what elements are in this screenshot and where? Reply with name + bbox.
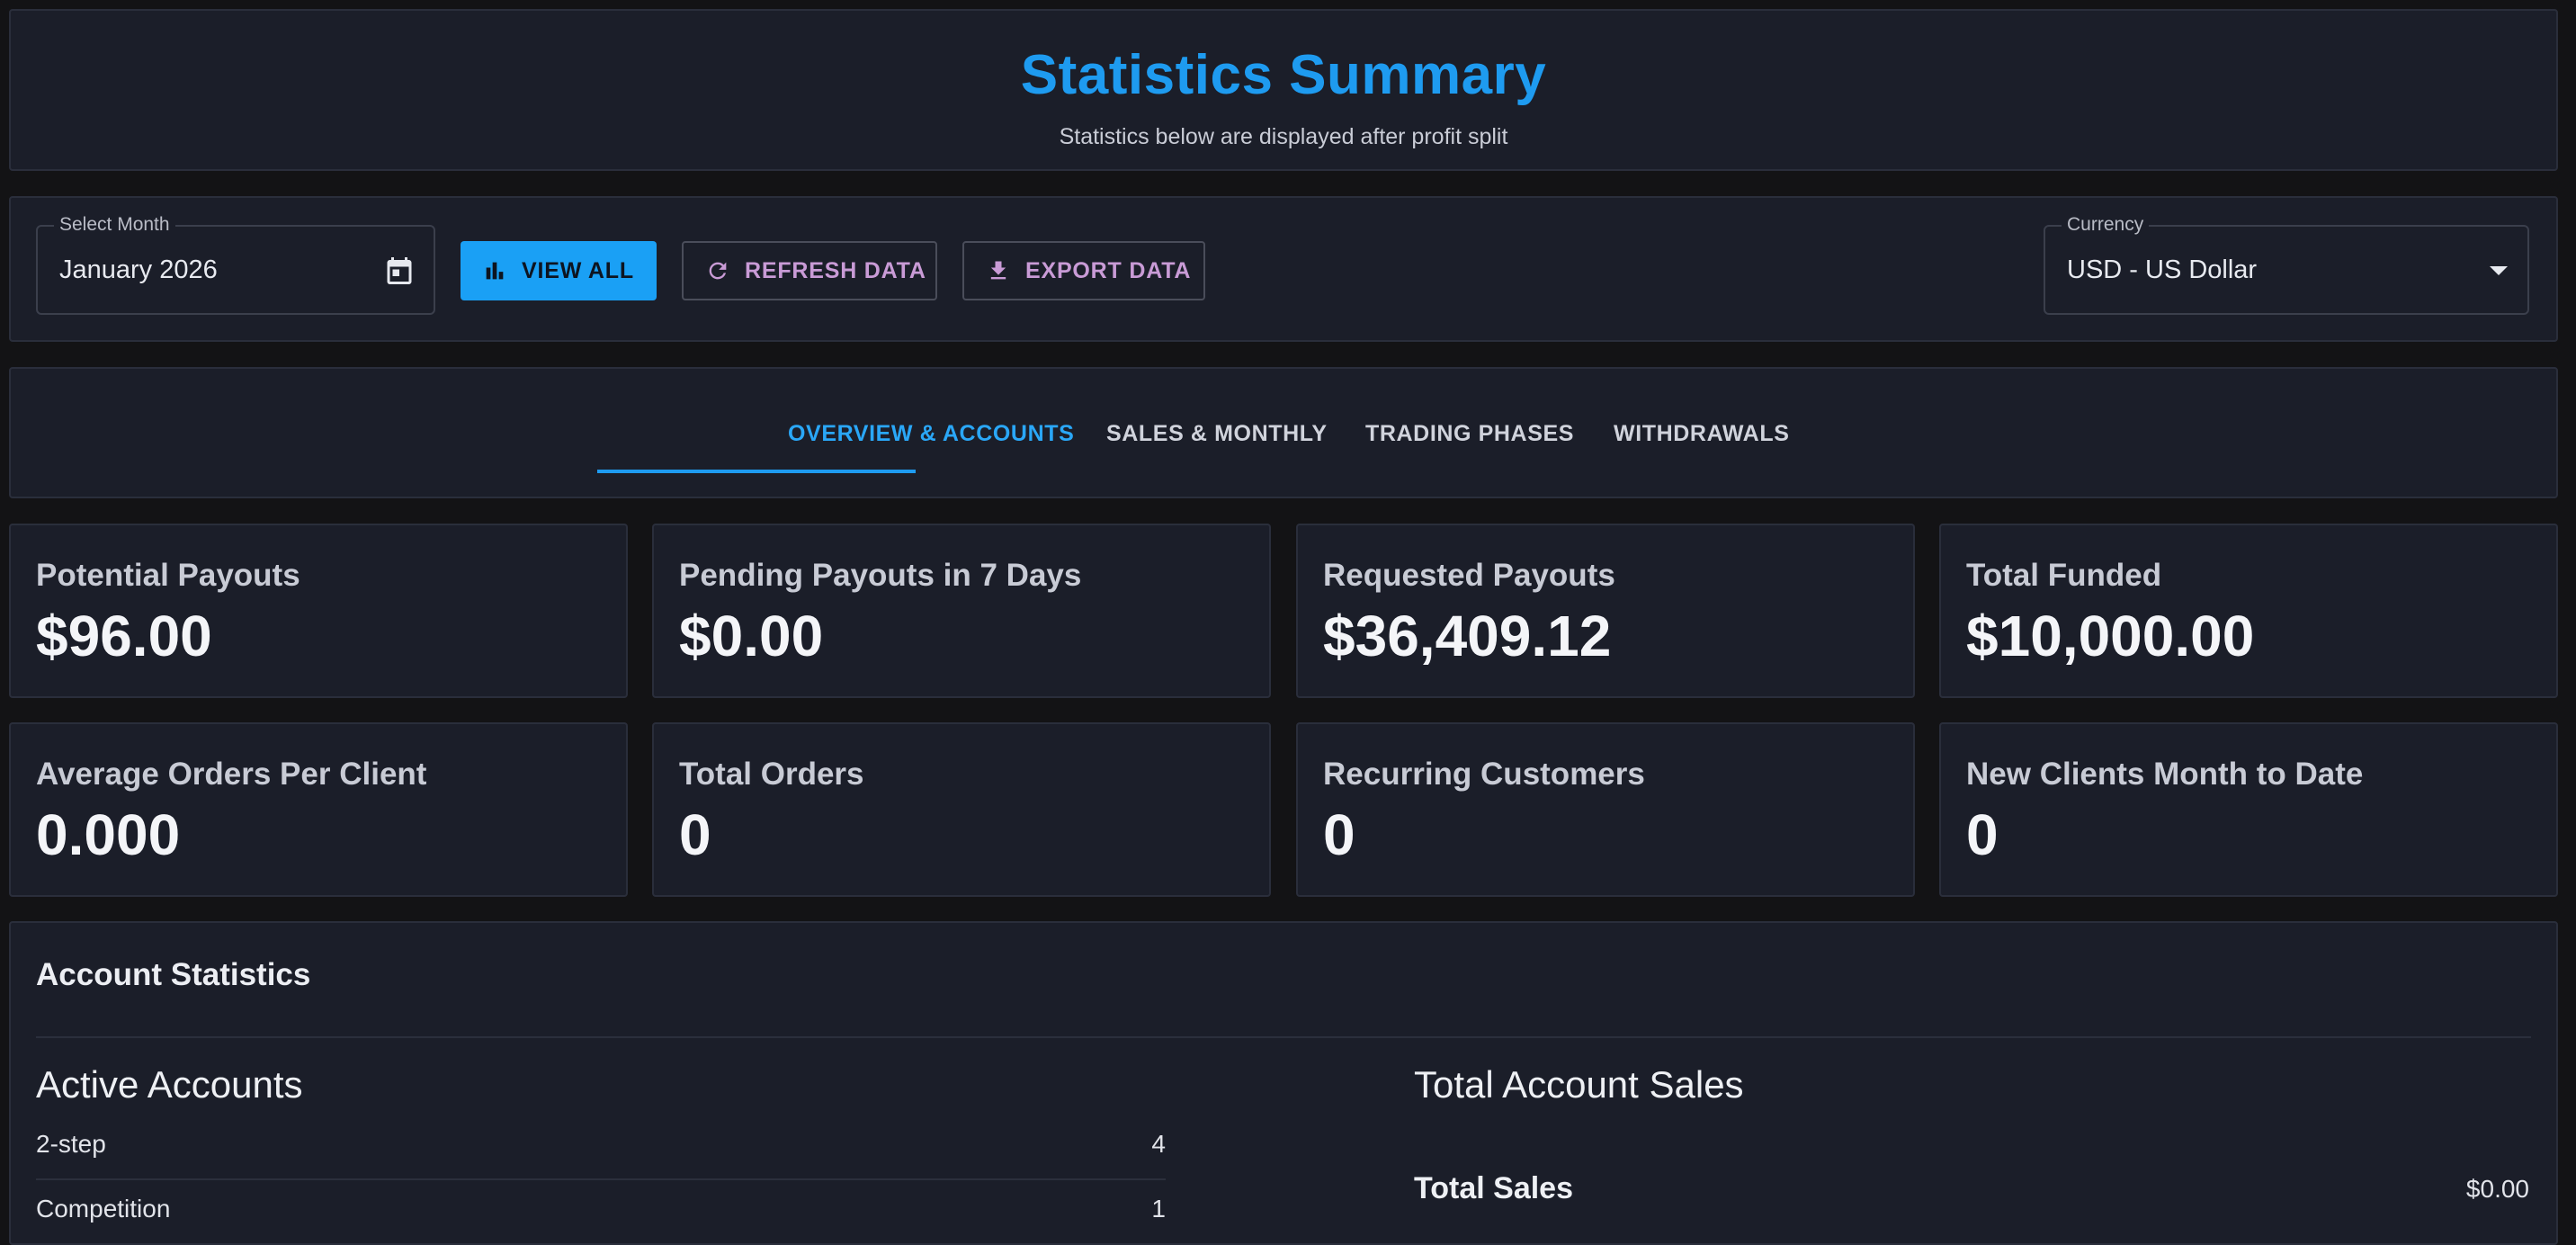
- month-picker[interactable]: Select Month January 2026: [36, 214, 435, 315]
- tab-trading-phases[interactable]: TRADING PHASES: [1365, 421, 1575, 446]
- stat-label: Pending Payouts in 7 Days: [679, 558, 1082, 593]
- active-account-row-value: 1: [1151, 1195, 1166, 1223]
- active-account-row-value: 4: [1151, 1130, 1166, 1158]
- stat-value: $96.00: [36, 604, 212, 668]
- download-icon: [990, 261, 1006, 280]
- export-data-label: EXPORT DATA: [1025, 257, 1192, 283]
- currency-select-value[interactable]: USD - US Dollar: [2067, 255, 2258, 284]
- currency-select[interactable]: Currency USD - US Dollar: [2044, 214, 2529, 315]
- account-statistics-heading: Account Statistics: [36, 957, 311, 992]
- active-account-row-label: Competition: [36, 1195, 171, 1223]
- stat-card-total-orders: Total Orders 0: [652, 722, 1271, 897]
- stat-card-total-funded: Total Funded $10,000.00: [1939, 524, 2558, 698]
- month-picker-value[interactable]: January 2026: [59, 255, 218, 284]
- stat-card-new-clients: New Clients Month to Date 0: [1939, 722, 2558, 897]
- stat-label: Total Orders: [679, 757, 864, 792]
- tab-withdrawals[interactable]: WITHDRAWALS: [1614, 421, 1790, 446]
- refresh-data-label: REFRESH DATA: [745, 257, 926, 283]
- total-sales-value: $0.00: [2465, 1175, 2529, 1203]
- stat-card-potential-payouts: Potential Payouts $96.00: [9, 524, 628, 698]
- refresh-data-button[interactable]: REFRESH DATA: [682, 241, 937, 300]
- calendar-icon[interactable]: [383, 254, 416, 288]
- summary-header: Statistics Summary Statistics below are …: [9, 9, 2558, 171]
- page-subtitle: Statistics below are displayed after pro…: [1059, 124, 1508, 149]
- stat-value: 0.000: [36, 802, 181, 867]
- total-sales-label: Total Sales: [1414, 1171, 1573, 1205]
- account-statistics-panel: Account Statistics Active Accounts 2-ste…: [9, 921, 2558, 1245]
- controls-bar: Select Month January 2026 VIEW ALL REFRE…: [9, 196, 2558, 342]
- stat-card-average-orders: Average Orders Per Client 0.000: [9, 722, 628, 897]
- stat-value: $0.00: [679, 604, 824, 668]
- active-account-row-label: 2-step: [36, 1130, 106, 1158]
- stat-card-recurring-customers: Recurring Customers 0: [1296, 722, 1915, 897]
- total-account-sales-title: Total Account Sales: [1414, 1063, 1744, 1106]
- active-tab-indicator: [597, 470, 916, 473]
- bar-chart-icon: [486, 262, 504, 280]
- page-title: Statistics Summary: [1020, 44, 1547, 106]
- row-divider: [36, 1178, 1166, 1180]
- stat-value: $10,000.00: [1966, 604, 2255, 668]
- stat-label: New Clients Month to Date: [1966, 757, 2364, 792]
- tab-bar: OVERVIEW & ACCOUNTS SALES & MONTHLY TRAD…: [9, 367, 2558, 498]
- stat-card-pending-payouts: Pending Payouts in 7 Days $0.00: [652, 524, 1271, 698]
- month-picker-label: Select Month: [54, 214, 175, 236]
- dropdown-caret-icon[interactable]: [2490, 266, 2508, 275]
- stat-card-requested-payouts: Requested Payouts $36,409.12: [1296, 524, 1915, 698]
- currency-select-label: Currency: [2062, 214, 2150, 236]
- stat-label: Total Funded: [1966, 558, 2162, 593]
- active-accounts-title: Active Accounts: [36, 1063, 303, 1106]
- stat-value: 0: [1323, 802, 1355, 867]
- tab-overview-accounts[interactable]: OVERVIEW & ACCOUNTS: [788, 421, 1075, 446]
- export-data-button[interactable]: EXPORT DATA: [962, 241, 1205, 300]
- stat-label: Requested Payouts: [1323, 558, 1615, 593]
- view-all-button[interactable]: VIEW ALL: [461, 241, 657, 300]
- stat-label: Average Orders Per Client: [36, 757, 427, 792]
- section-divider: [36, 1036, 2531, 1038]
- refresh-icon: [709, 262, 727, 280]
- stat-value: $36,409.12: [1323, 604, 1612, 668]
- stat-label: Potential Payouts: [36, 558, 300, 593]
- stat-value: 0: [1966, 802, 1999, 867]
- stat-label: Recurring Customers: [1323, 757, 1645, 792]
- tab-sales-monthly[interactable]: SALES & MONTHLY: [1106, 421, 1328, 446]
- stat-value: 0: [679, 802, 711, 867]
- view-all-label: VIEW ALL: [522, 257, 634, 283]
